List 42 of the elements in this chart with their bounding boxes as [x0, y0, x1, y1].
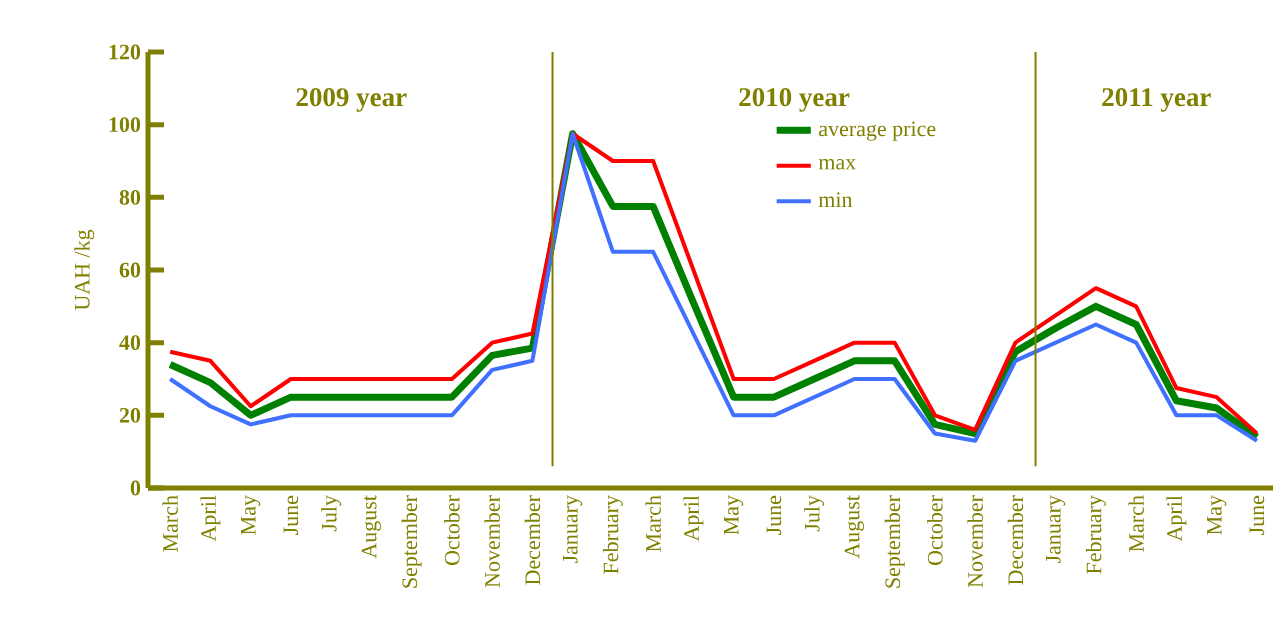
x-tick-label: August — [361, 495, 382, 559]
y-tick-label: 80 — [119, 189, 141, 205]
x-tick-label: October — [927, 495, 943, 565]
x-tick-label: September — [401, 495, 422, 588]
x-tick-label: November — [967, 495, 983, 588]
x-tick-label: April — [200, 495, 221, 542]
x-tick-label: May — [724, 495, 744, 535]
x-tick-label: July — [321, 495, 342, 532]
x-tick-label: July — [804, 495, 825, 532]
x-tick-label: June — [1249, 495, 1265, 535]
annotation: 2011 year — [1102, 88, 1211, 112]
legend-label: min — [818, 192, 853, 207]
y-tick-label: 20 — [119, 407, 141, 423]
annotation: 2010 year — [739, 88, 850, 112]
x-tick-label: June — [766, 495, 782, 535]
y-axis-title: UAH /kg — [74, 229, 95, 311]
x-tick-label: March — [645, 495, 661, 552]
x-tick-label: November — [484, 495, 500, 588]
x-tick-label: March — [1128, 495, 1144, 552]
y-tick-label: 60 — [119, 262, 141, 278]
x-tick-label: September — [884, 495, 905, 588]
x-tick-label: December — [1007, 495, 1024, 585]
x-tick-label: January — [1046, 495, 1066, 563]
x-tick-label: December — [524, 495, 541, 585]
x-tick-label: May — [241, 495, 261, 535]
x-tick-label: March — [162, 495, 178, 552]
y-tick-label: 40 — [119, 335, 141, 351]
x-tick-label: May — [1207, 495, 1227, 535]
y-tick-label: 100 — [109, 117, 141, 133]
x-tick-label: April — [1166, 495, 1187, 542]
annotation: 2009 year — [296, 88, 407, 112]
x-tick-label: June — [283, 495, 299, 535]
legend-label: max — [818, 159, 856, 170]
y-tick-label: 0 — [130, 480, 141, 496]
y-tick-label: 120 — [109, 44, 141, 60]
x-tick-label: October — [444, 495, 460, 565]
x-tick-label: August — [844, 495, 865, 559]
x-tick-label: February — [1085, 495, 1106, 574]
x-tick-label: April — [683, 495, 704, 542]
legend-label: average price — [819, 121, 936, 141]
x-tick-label: January — [563, 495, 583, 563]
x-tick-label: February — [602, 495, 623, 574]
